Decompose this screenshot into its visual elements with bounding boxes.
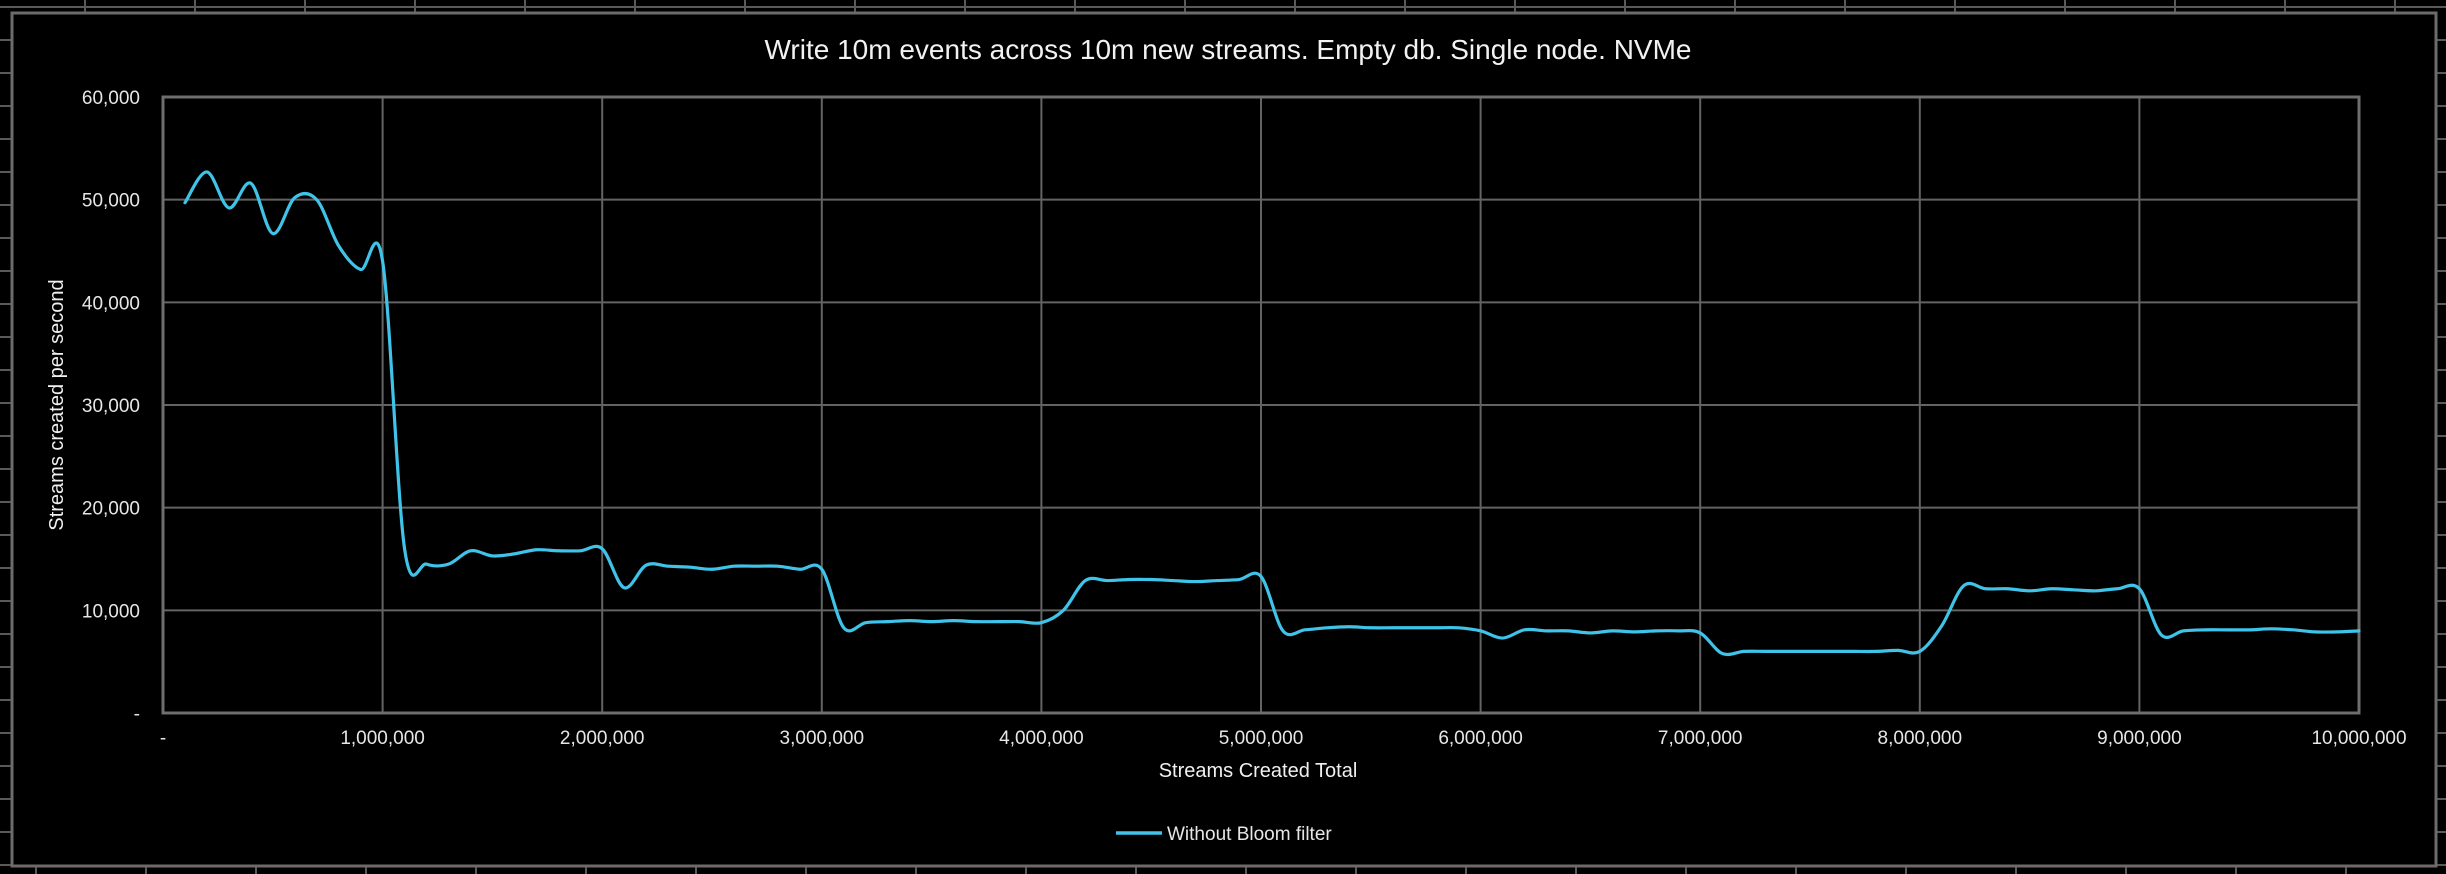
chart-title: Write 10m events across 10m new streams.… xyxy=(765,34,1692,65)
chart-area-frame[interactable] xyxy=(10,11,2438,868)
svg-text:5,000,000: 5,000,000 xyxy=(1219,728,1304,749)
x-axis-tick-labels: - 1,000,000 2,000,000 3,000,000 4,000,000 5,0… xyxy=(160,728,2407,749)
series-layer xyxy=(183,170,2361,657)
svg-text:4,000,000: 4,000,000 xyxy=(999,728,1084,749)
svg-text:1,000,000: 1,000,000 xyxy=(340,728,425,749)
svg-text:50,000: 50,000 xyxy=(82,191,140,212)
svg-text:20,000: 20,000 xyxy=(82,499,140,520)
svg-text:60,000: 60,000 xyxy=(82,88,140,109)
svg-text:-: - xyxy=(160,728,166,749)
svg-text:2,000,000: 2,000,000 xyxy=(560,728,645,749)
svg-text:6,000,000: 6,000,000 xyxy=(1438,728,1523,749)
svg-text:40,000: 40,000 xyxy=(82,293,140,314)
svg-text:30,000: 30,000 xyxy=(82,396,140,417)
svg-text:8,000,000: 8,000,000 xyxy=(1878,728,1963,749)
y-axis-title: Streams created per second xyxy=(46,279,68,530)
series-line-0[interactable] xyxy=(183,170,2361,657)
svg-text:7,000,000: 7,000,000 xyxy=(1658,728,1743,749)
svg-text:10,000: 10,000 xyxy=(82,601,140,622)
svg-text:9,000,000: 9,000,000 xyxy=(2097,728,2182,749)
svg-text:-: - xyxy=(134,704,140,725)
legend[interactable]: Without Bloom filter xyxy=(1116,824,1332,845)
y-axis-tick-labels: - 10,000 20,000 30,000 40,000 50,000 60,000 xyxy=(82,88,140,725)
svg-text:10,000,000: 10,000,000 xyxy=(2311,728,2406,749)
vertical-gridlines xyxy=(381,97,2360,713)
x-axis-title: Streams Created Total xyxy=(1159,760,1358,782)
plot-area[interactable] xyxy=(161,95,2361,715)
legend-label: Without Bloom filter xyxy=(1167,824,1332,845)
svg-text:3,000,000: 3,000,000 xyxy=(780,728,865,749)
